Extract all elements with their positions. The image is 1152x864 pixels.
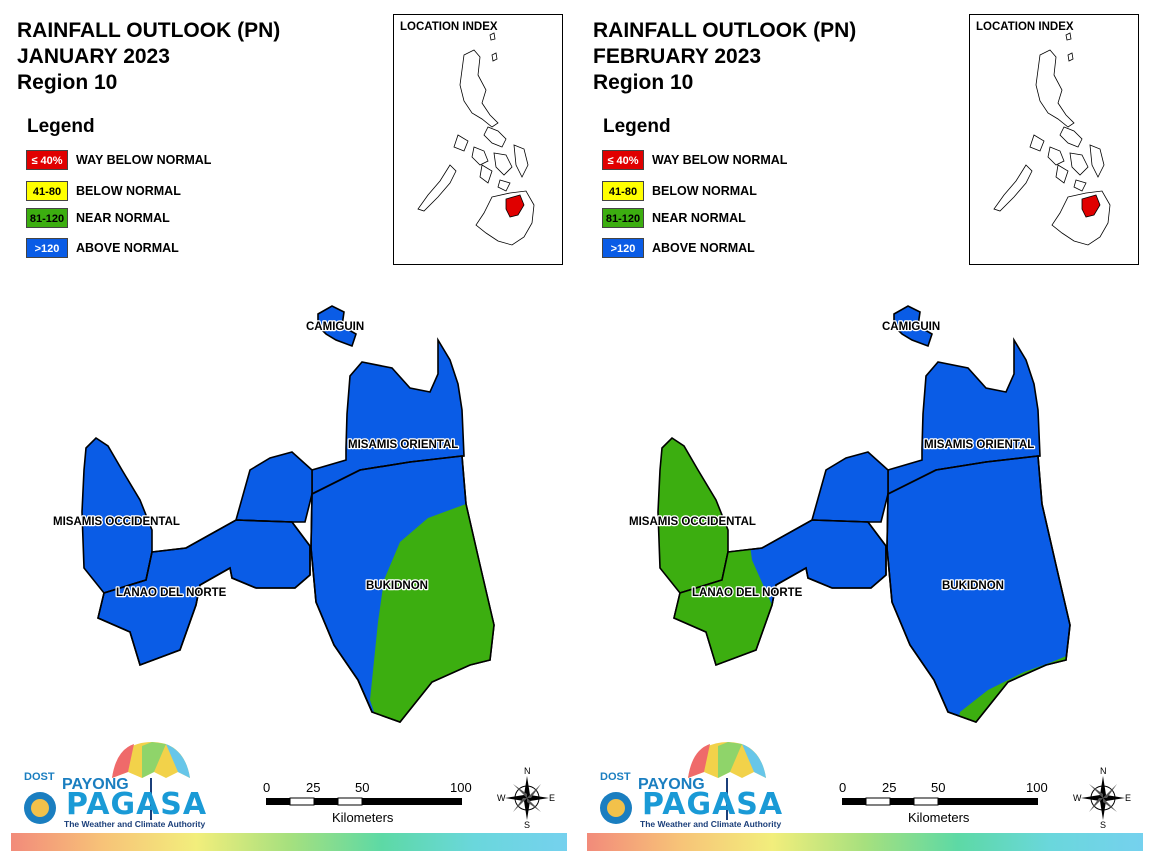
logo-dost: DOST	[600, 771, 631, 783]
legend-swatch: ≤ 40%	[26, 150, 68, 170]
logo-pagasa: PAGASA	[66, 787, 208, 822]
label-misamis-oriental: MISAMIS ORIENTAL	[348, 439, 458, 451]
location-index-title: LOCATION INDEX	[976, 21, 1074, 33]
compass-rose: N S E W	[1073, 766, 1133, 830]
scale-tick-100: 100	[1026, 780, 1048, 795]
scale-tick-50: 50	[931, 780, 946, 795]
philippines-locator-map	[417, 32, 535, 246]
legend-label: NEAR NORMAL	[652, 211, 746, 225]
region-10-highlight	[1081, 194, 1101, 218]
scale-tick-25: 25	[306, 780, 321, 795]
title-line-1: RAINFALL OUTLOOK (PN)	[593, 19, 857, 42]
scale-tick-25: 25	[882, 780, 897, 795]
province-misamis-oriental-west	[234, 451, 313, 523]
scale-bar: 0 25 50 100 Kilometers	[832, 776, 1052, 826]
legend-title: Legend	[27, 116, 95, 137]
logo-tagline: The Weather and Climate Authority	[64, 819, 206, 829]
label-lanao-del-norte: LANAO DEL NORTE	[116, 587, 227, 599]
label-misamis-oriental: MISAMIS ORIENTAL	[924, 439, 1034, 451]
region-map: CAMIGUIN MISAMIS ORIENTAL MISAMIS OCCIDE…	[628, 305, 1071, 723]
footer-color-strip	[11, 833, 567, 851]
legend-label: NEAR NORMAL	[76, 211, 170, 225]
logo-payong: PAYONG	[62, 776, 129, 793]
compass-icon	[1081, 776, 1125, 820]
panel-january: RAINFALL OUTLOOK (PN) JANUARY 2023 Regio…	[11, 14, 567, 851]
scale-tick-0: 0	[263, 780, 271, 795]
legend-swatch: >120	[602, 238, 644, 258]
umbrella-icon	[600, 742, 766, 824]
panel-february: RAINFALL OUTLOOK (PN) FEBRUARY 2023 Regi…	[576, 0, 1152, 864]
legend-label: WAY BELOW NORMAL	[76, 153, 212, 167]
label-bukidnon: BUKIDNON	[366, 580, 428, 592]
legend-label: ABOVE NORMAL	[76, 241, 179, 255]
pagasa-logo: DOST PAYONG PAGASA The Weather and Clima…	[16, 740, 206, 832]
scale-tick-50: 50	[355, 780, 370, 795]
compass-w: W	[1073, 793, 1082, 803]
scale-bar: 0 25 50 100 Kilometers	[256, 776, 476, 826]
legend-swatch: ≤ 40%	[602, 150, 644, 170]
compass-e: E	[549, 793, 556, 803]
label-bukidnon: BUKIDNON	[942, 580, 1004, 592]
pagasa-logo: DOST PAYONG PAGASA The Weather and Clima…	[592, 740, 782, 832]
scale-bar-graphic	[266, 797, 462, 806]
legend-swatch: 81-120	[602, 208, 644, 228]
scale-bar-graphic	[842, 797, 1038, 806]
label-misamis-occidental: MISAMIS OCCIDENTAL	[53, 516, 180, 528]
title-line-3: Region 10	[17, 71, 118, 94]
compass-rose: N S E W	[497, 766, 557, 830]
location-index-title: LOCATION INDEX	[400, 21, 498, 33]
compass-w: W	[497, 793, 506, 803]
title-line-2: FEBRUARY 2023	[593, 45, 762, 68]
region-map: CAMIGUIN MISAMIS ORIENTAL MISAMIS OCCIDE…	[52, 305, 495, 723]
scale-tick-0: 0	[839, 780, 847, 795]
compass-n: N	[1100, 766, 1107, 776]
legend-label: BELOW NORMAL	[652, 184, 757, 198]
compass-n: N	[524, 766, 531, 776]
legend-label: ABOVE NORMAL	[652, 241, 755, 255]
title-line-1: RAINFALL OUTLOOK (PN)	[17, 19, 281, 42]
legend-swatch: >120	[26, 238, 68, 258]
label-camiguin: CAMIGUIN	[882, 321, 940, 333]
title-line-2: JANUARY 2023	[17, 45, 170, 68]
umbrella-icon	[24, 742, 190, 824]
province-camiguin	[893, 305, 933, 348]
legend-label: BELOW NORMAL	[76, 184, 181, 198]
scale-unit: Kilometers	[908, 810, 970, 825]
title-line-3: Region 10	[593, 71, 694, 94]
logo-tagline: The Weather and Climate Authority	[640, 819, 782, 829]
compass-icon	[505, 776, 549, 820]
map-title: RAINFALL OUTLOOK (PN) JANUARY 2023 Regio…	[17, 18, 280, 96]
location-index-box: LOCATION INDEX	[393, 14, 563, 265]
scale-unit: Kilometers	[332, 810, 394, 825]
legend-swatch: 81-120	[26, 208, 68, 228]
label-camiguin: CAMIGUIN	[306, 321, 364, 333]
province-camiguin	[317, 305, 357, 348]
compass-e: E	[1125, 793, 1132, 803]
scale-tick-100: 100	[450, 780, 472, 795]
compass-s: S	[524, 820, 531, 830]
location-index-box: LOCATION INDEX	[969, 14, 1139, 265]
label-lanao-del-norte: LANAO DEL NORTE	[692, 587, 803, 599]
footer-color-strip	[587, 833, 1143, 851]
legend-swatch: 41-80	[26, 181, 68, 201]
compass-s: S	[1100, 820, 1107, 830]
legend-title: Legend	[603, 116, 671, 137]
legend-swatch: 41-80	[602, 181, 644, 201]
region-10-highlight	[505, 194, 525, 218]
legend-label: WAY BELOW NORMAL	[652, 153, 788, 167]
philippines-locator-map	[993, 32, 1111, 246]
province-misamis-oriental-west	[810, 451, 889, 523]
logo-dost: DOST	[24, 771, 55, 783]
label-misamis-occidental: MISAMIS OCCIDENTAL	[629, 516, 756, 528]
logo-payong: PAYONG	[638, 776, 705, 793]
logo-pagasa: PAGASA	[642, 787, 784, 822]
map-title: RAINFALL OUTLOOK (PN) FEBRUARY 2023 Regi…	[593, 18, 856, 96]
